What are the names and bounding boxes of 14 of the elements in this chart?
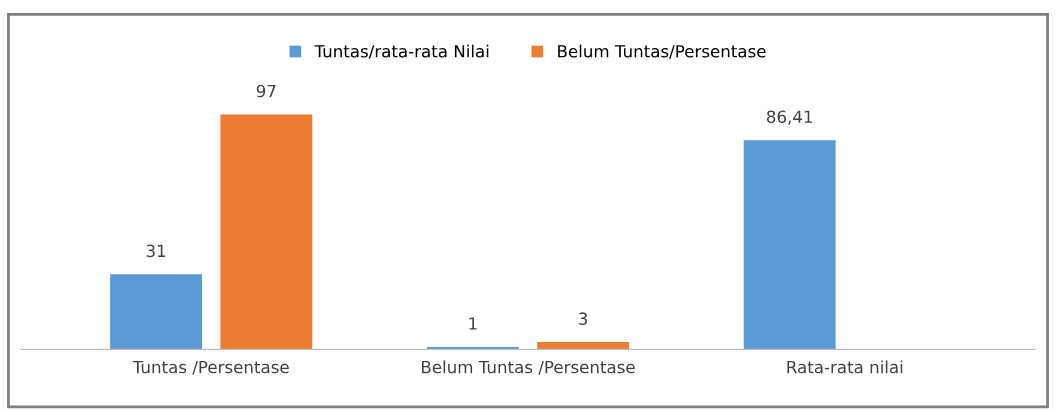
data-label: 1 [469, 317, 477, 330]
legend-label: Tuntas/rata-rata Nilai [314, 44, 489, 59]
legend-label: Belum Tuntas/Persentase [558, 44, 766, 59]
bar [743, 140, 836, 350]
bar [220, 114, 313, 350]
bar [537, 342, 630, 350]
x-tick-label: Belum Tuntas /Persentase [422, 360, 635, 375]
x-tick-label: Rata-rata nilai [787, 360, 903, 374]
data-label: 3 [579, 312, 588, 325]
data-label: 86,41 [766, 110, 812, 125]
x-tick-label: Tuntas /Persentase [132, 360, 289, 375]
data-label: 97 [256, 84, 276, 98]
bar [110, 274, 203, 350]
data-label: 31 [146, 244, 166, 258]
